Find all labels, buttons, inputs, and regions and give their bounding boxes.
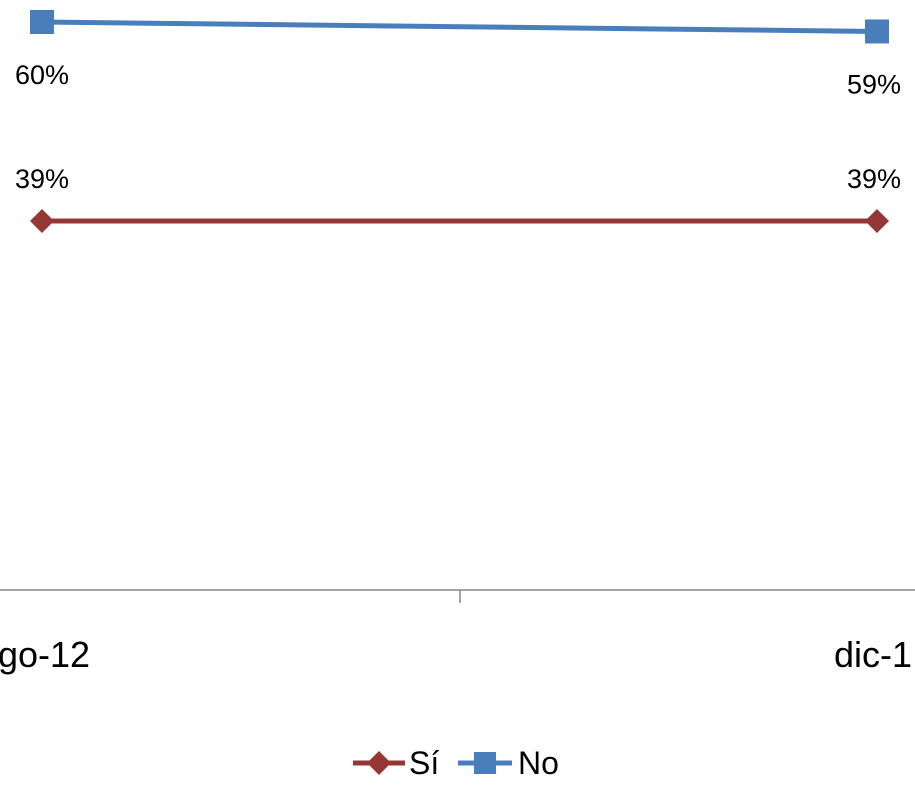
data-label-si-ago-12: 39% [15, 164, 69, 194]
legend-item-si: Sí [353, 745, 439, 781]
data-label-si-dic-12: 39% [847, 164, 901, 194]
series-si: 39% 39% [15, 164, 901, 233]
series-line-no [41, 19, 878, 34]
x-tick-label-ago-12: go-12 [0, 634, 90, 675]
data-label-no-dic-12: 59% [847, 69, 901, 99]
data-point-si-dic-12 [865, 209, 889, 233]
data-point-si-ago-12 [30, 209, 54, 233]
x-tick-label-dic-12: dic-1 [834, 634, 912, 675]
legend-label-no: No [518, 745, 559, 781]
series-no: 60% 59% [15, 10, 901, 99]
legend-no-square-marker [474, 752, 496, 774]
legend-item-no: No [458, 745, 559, 781]
data-point-no-ago-12 [30, 10, 54, 34]
legend-label-si: Sí [409, 745, 439, 781]
data-point-no-dic-12 [865, 19, 889, 44]
series-layer: 39% 39% 60% 59% [15, 10, 901, 233]
data-label-no-ago-12: 60% [15, 60, 69, 90]
legend: Sí No [353, 745, 559, 781]
legend-si-diamond-marker [367, 751, 391, 775]
